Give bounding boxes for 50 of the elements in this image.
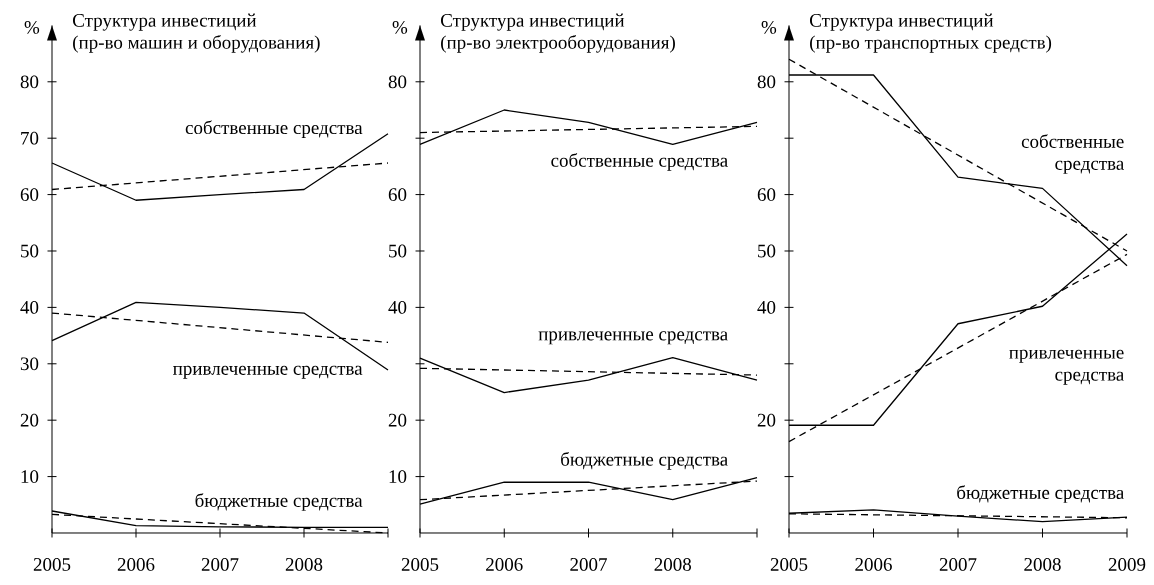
- series-label: бюджетные средства: [957, 485, 1125, 503]
- y-tick-label: 50: [758, 244, 776, 258]
- y-tick-label: 20: [20, 413, 39, 427]
- series-label: привлеченные средства: [538, 331, 728, 345]
- x-tick-label: 2007: [570, 558, 607, 571]
- y-axis-title: %: [392, 20, 408, 34]
- x-tick-label: 2005: [770, 558, 808, 571]
- y-tick-label: 20: [388, 413, 407, 427]
- y-tick-label: 40: [757, 300, 776, 314]
- y-tick-label: 60: [757, 188, 776, 201]
- series-label: привлеченные средства: [173, 365, 363, 379]
- y-axis-title: %: [761, 20, 777, 34]
- y-tick-label: 40: [20, 300, 39, 314]
- y-tick-label: 50: [21, 244, 39, 258]
- x-tick-label: 2006: [855, 558, 892, 571]
- y-tick-label: 80: [757, 75, 776, 89]
- y-tick-label: 70: [21, 131, 39, 145]
- x-tick-label: 2008: [654, 558, 692, 571]
- x-tick-label: 2005: [33, 558, 71, 571]
- y-tick-label: 10: [21, 470, 39, 483]
- x-tick-label: 2009: [1108, 558, 1146, 571]
- x-tick-label: 2008: [285, 558, 323, 571]
- x-tick-label: 2008: [1024, 558, 1061, 571]
- chart-title: Структура инвестиций: [440, 13, 625, 31]
- series-label: собственные средства: [1021, 134, 1125, 174]
- series-label: бюджетные средства: [561, 451, 728, 470]
- series-label: бюджетные средства: [195, 493, 363, 511]
- y-tick-label: 40: [388, 300, 407, 314]
- y-tick-label: 60: [20, 188, 39, 201]
- y-tick-label: 20: [757, 413, 776, 427]
- series-label: собственные средства: [185, 120, 363, 138]
- y-tick-label: 80: [388, 75, 407, 89]
- x-tick-label: 2006: [486, 558, 523, 571]
- y-tick-label: 10: [389, 470, 407, 483]
- y-tick-label: 50: [389, 244, 407, 258]
- y-tick-label: 30: [20, 357, 39, 371]
- chart-subtitle: (пр-во транспортных средств): [810, 35, 1052, 53]
- y-tick-label: 60: [388, 188, 407, 201]
- series-label: привлеченные средства: [1009, 349, 1125, 385]
- y-tick-label: 80: [20, 75, 39, 89]
- x-tick-label: 2007: [201, 558, 239, 571]
- chart-subtitle: (пр-во электрооборудования): [441, 35, 675, 53]
- x-tick-label: 2007: [939, 558, 977, 571]
- x-tick-label: 2005: [401, 558, 439, 571]
- chart-title: Структура инвестиций: [809, 13, 994, 31]
- series-label: собственные средства: [551, 153, 728, 171]
- y-axis-title: %: [24, 20, 40, 34]
- chart-title: Структура инвестиций: [72, 13, 257, 31]
- chart-subtitle: (пр-во машин и оборудования): [73, 35, 320, 53]
- x-tick-label: 2006: [117, 558, 155, 571]
